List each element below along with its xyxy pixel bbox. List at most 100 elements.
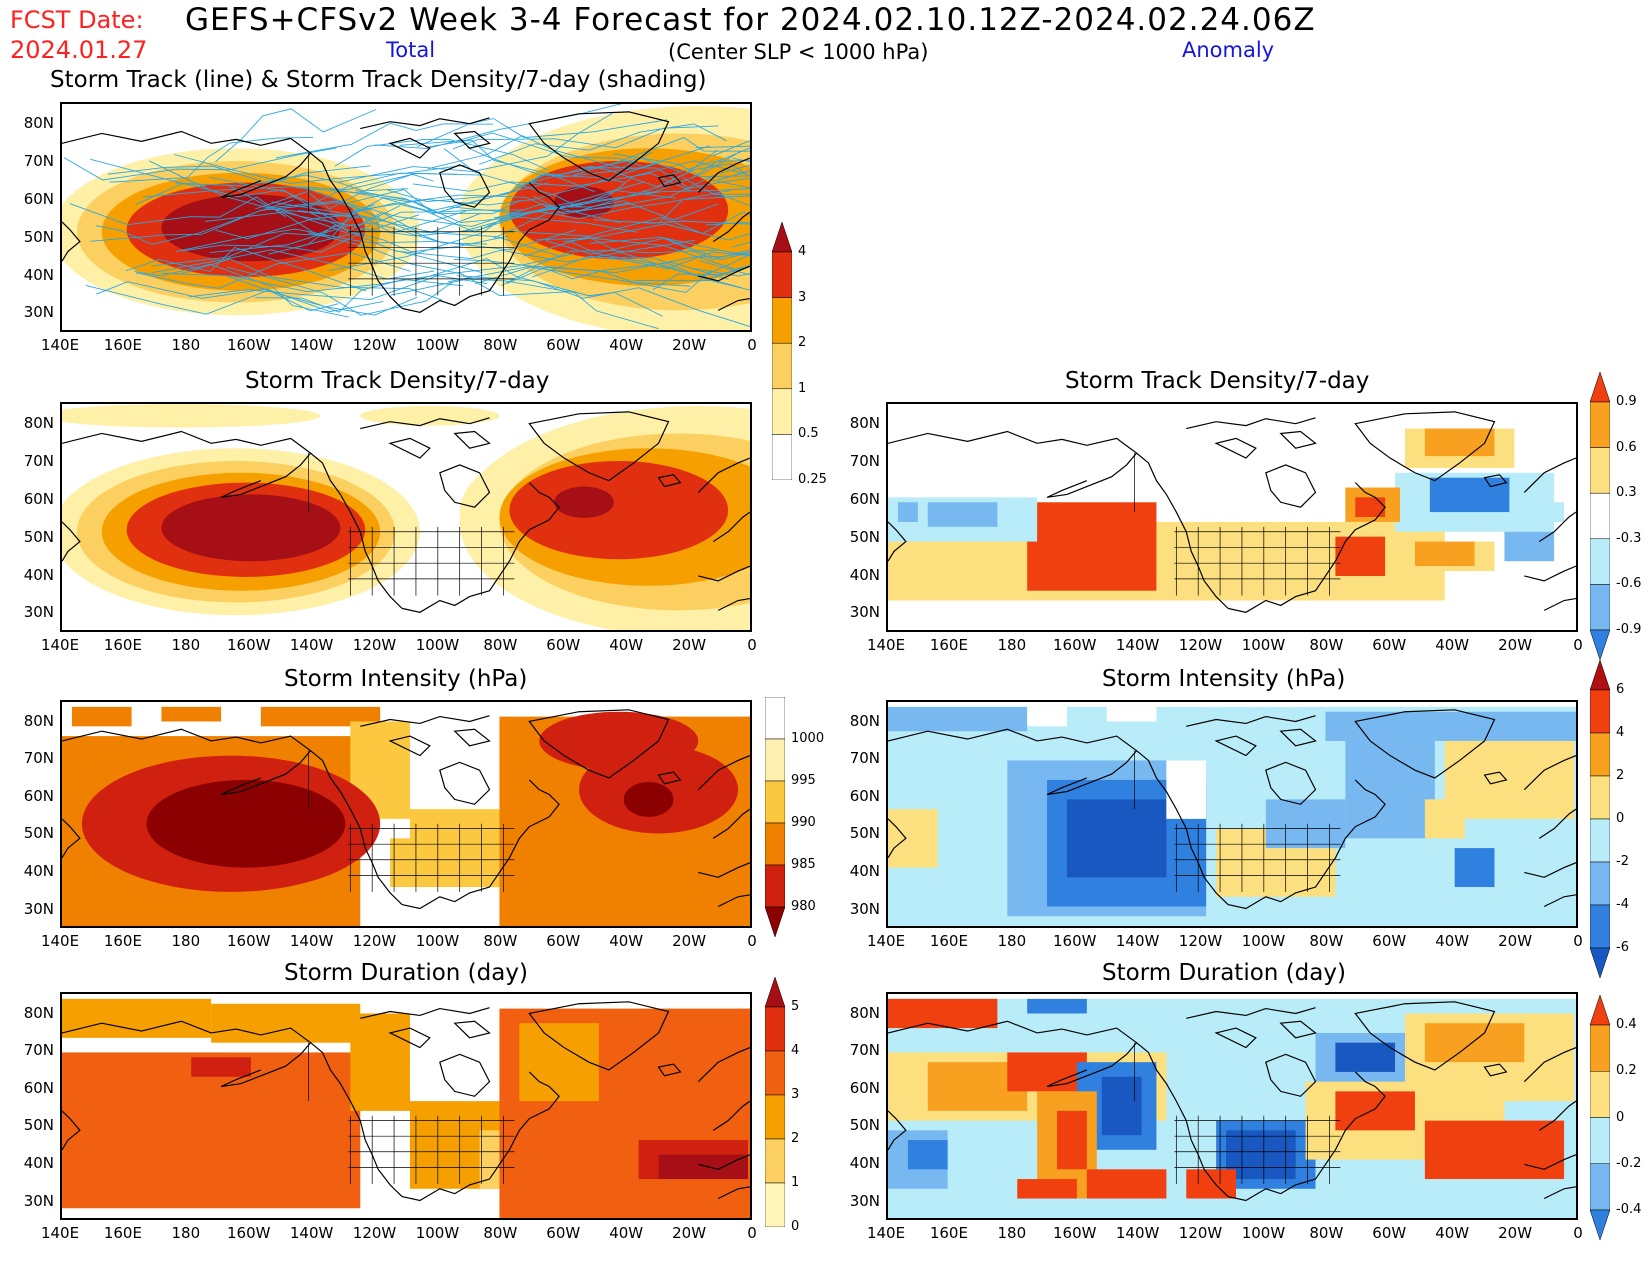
- lat-tick-label: 80N: [23, 1003, 54, 1022]
- lon-tick-label: 120W: [352, 636, 397, 654]
- lat-tick-label: 60N: [23, 1078, 54, 1097]
- colorbar-tick-label: 0: [1616, 1109, 1625, 1125]
- panel-title-intensity-total: Storm Intensity (hPa): [284, 666, 528, 692]
- lon-tick-label: 40W: [1435, 932, 1470, 950]
- political-borders: [1134, 453, 1341, 596]
- colorbar-tick-label: 0: [791, 1219, 800, 1234]
- anomaly-column-label: Anomaly: [1182, 38, 1275, 62]
- lat-tick-label: 60N: [23, 489, 54, 508]
- lon-tick-label: 80W: [483, 636, 518, 654]
- lon-tick-label: 60W: [546, 932, 581, 950]
- lat-tick-label: 40N: [23, 565, 54, 584]
- main-title: GEFS+CFSv2 Week 3-4 Forecast for 2024.02…: [185, 2, 1316, 38]
- lon-tick-label: 160W: [1052, 636, 1097, 654]
- lat-tick-label: 50N: [23, 1116, 54, 1135]
- colorbar-tick-label: -0.2: [1616, 1155, 1642, 1171]
- lat-tick-label: 40N: [23, 1154, 54, 1172]
- lon-tick-label: 140E: [866, 1224, 906, 1242]
- lat-tick-label: 80N: [849, 413, 880, 432]
- colorbar-tick-label: 0.25: [798, 472, 827, 487]
- lat-tick-label: 70N: [23, 1041, 54, 1060]
- lat-tick-label: 70N: [23, 451, 54, 470]
- colorbar-duration_total: [765, 977, 785, 1227]
- lon-tick-label: 0: [1573, 932, 1583, 950]
- colorbar-tick-label: -0.3: [1616, 530, 1642, 546]
- shaded-field: [62, 406, 750, 630]
- colorbar-intensity_anom: [1590, 660, 1610, 978]
- lon-tick-label: 60W: [546, 1224, 581, 1242]
- lon-tick-label: 20W: [672, 636, 707, 654]
- lon-tick-label: 0: [1573, 636, 1583, 654]
- panel-title-density-total: Storm Track Density/7-day: [245, 368, 550, 394]
- lon-tick-label: 100W: [1241, 932, 1286, 950]
- lat-tick-label: 80N: [849, 711, 880, 730]
- colorbar-tick-label: -0.4: [1616, 1202, 1642, 1217]
- lon-tick-label: 40W: [609, 1224, 644, 1242]
- lon-tick-label: 0: [747, 932, 757, 950]
- gridded-field: [1027, 706, 1207, 819]
- map-intensity-total: [60, 700, 752, 928]
- lat-tick-label: 40N: [23, 862, 54, 880]
- lon-tick-label: 160E: [103, 636, 142, 654]
- subtitle-slp: (Center SLP < 1000 hPa): [668, 40, 929, 64]
- lon-tick-label: 120W: [352, 1224, 397, 1242]
- map-density-total: [60, 402, 752, 632]
- colorbar-tick-label: -2: [1616, 854, 1629, 869]
- lon-tick-label: 180: [171, 932, 201, 950]
- colorbar-density_total: [772, 222, 792, 480]
- total-column-label: Total: [386, 38, 436, 62]
- lon-tick-label: 80W: [1309, 636, 1344, 654]
- lon-tick-label: 40W: [609, 336, 644, 354]
- panel-title-intensity-anom: Storm Intensity (hPa): [1102, 666, 1346, 692]
- lat-tick-label: 70N: [23, 151, 54, 170]
- lat-tick-label: 80N: [23, 413, 54, 432]
- lat-tick-label: 50N: [23, 227, 54, 246]
- lat-tick-label: 60N: [849, 489, 880, 508]
- colorbar-tick-label: 0: [1616, 811, 1625, 826]
- lon-tick-label: 140E: [40, 636, 80, 654]
- colorbar-tick-label: 5: [791, 999, 800, 1014]
- colorbar-tick-label: -0.6: [1616, 576, 1642, 592]
- political-borders: [308, 453, 515, 596]
- lon-tick-label: 180: [171, 1224, 201, 1242]
- lon-tick-label: 160E: [103, 1224, 142, 1242]
- colorbar-tick-label: 1: [791, 1175, 800, 1190]
- lon-tick-label: 160E: [929, 932, 968, 950]
- colorbar-tick-label: 0.2: [1616, 1063, 1637, 1079]
- lon-tick-label: 140E: [866, 636, 906, 654]
- lon-tick-label: 0: [1573, 1224, 1583, 1242]
- lon-tick-label: 140W: [289, 336, 334, 354]
- lon-tick-label: 100W: [1241, 636, 1286, 654]
- lat-tick-label: 80N: [23, 711, 54, 730]
- lon-tick-label: 120W: [1178, 636, 1223, 654]
- gridded-field: [62, 998, 750, 1218]
- colorbar-tick-label: 1000: [791, 731, 825, 746]
- map-duration-total: [60, 992, 752, 1220]
- lat-tick-label: 30N: [849, 603, 880, 622]
- colorbar-duration_anom: [1590, 995, 1610, 1240]
- lat-tick-label: 30N: [23, 603, 54, 622]
- lon-tick-label: 140W: [1115, 932, 1160, 950]
- lon-tick-label: 140W: [289, 932, 334, 950]
- colorbar-tick-label: 3: [791, 1087, 800, 1102]
- coastlines: [62, 411, 750, 613]
- lon-tick-label: 140W: [289, 1224, 334, 1242]
- lon-tick-label: 140W: [289, 636, 334, 654]
- lon-tick-label: 80W: [1309, 932, 1344, 950]
- colorbar-tick-label: 2: [798, 335, 807, 351]
- lon-tick-label: 180: [997, 636, 1027, 654]
- lat-tick-label: 60N: [23, 189, 54, 208]
- panel-title-duration-total: Storm Duration (day): [284, 960, 528, 986]
- colorbar-density_anom: [1590, 372, 1610, 660]
- lat-tick-label: 40N: [849, 862, 880, 880]
- lon-tick-label: 100W: [415, 932, 460, 950]
- lon-tick-label: 20W: [1498, 932, 1533, 950]
- colorbar-tick-label: 6: [1616, 682, 1625, 697]
- lat-tick-label: 80N: [23, 113, 54, 132]
- lon-tick-label: 140W: [1115, 636, 1160, 654]
- lon-tick-label: 180: [997, 932, 1027, 950]
- lon-tick-label: 80W: [483, 336, 518, 354]
- lat-tick-label: 50N: [23, 824, 54, 843]
- lon-tick-label: 0: [747, 636, 757, 654]
- lat-tick-label: 30N: [23, 1191, 54, 1210]
